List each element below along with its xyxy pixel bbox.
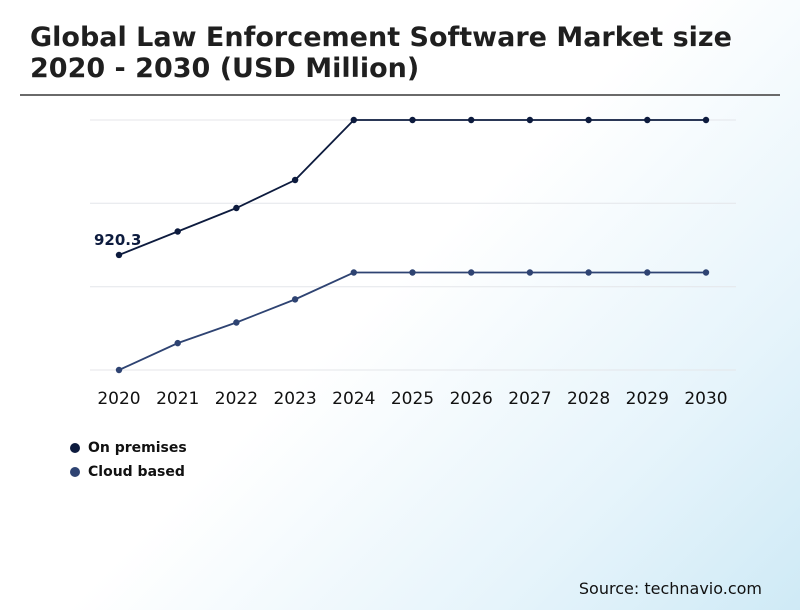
data-point-on-premises xyxy=(174,228,181,235)
legend-label-on-premises: On premises xyxy=(88,440,187,456)
chart-title: Global Law Enforcement Software Market s… xyxy=(30,22,732,84)
data-labels: 920.3 xyxy=(94,231,141,249)
data-point-cloud-based xyxy=(174,339,181,347)
data-point-cloud-based xyxy=(585,269,592,276)
data-point-on-premises xyxy=(585,116,592,124)
x-axis-ticks: 2020 2021 2022 2023 2024 2025 2026 2027 2028 2029… xyxy=(97,389,727,409)
legend-item-cloud-based: Cloud based xyxy=(70,460,187,484)
x-tick-label: 2026 xyxy=(450,389,493,409)
grid-lines xyxy=(90,119,736,371)
legend-label-cloud-based: Cloud based xyxy=(88,464,185,480)
data-point-on-premises xyxy=(468,116,475,124)
x-tick-label: 2029 xyxy=(626,389,669,409)
data-point-on-premises xyxy=(526,116,534,124)
x-tick-label: 2028 xyxy=(567,389,610,409)
data-point-cloud-based xyxy=(526,269,534,276)
title-divider xyxy=(20,94,780,96)
data-point-cloud-based xyxy=(409,269,416,276)
legend: On premises Cloud based xyxy=(70,436,187,484)
data-point-cloud-based xyxy=(702,269,710,276)
x-tick-label: 2024 xyxy=(332,389,375,409)
line-chart: 2020 2021 2022 2023 2024 2025 2026 2027 2028 2029… xyxy=(90,116,736,409)
x-tick-label: 2021 xyxy=(156,389,199,409)
data-point-cloud-based xyxy=(233,319,240,326)
source-credit: Source: technavio.com xyxy=(578,579,762,598)
data-point-cloud-based xyxy=(644,269,651,276)
data-point-on-premises xyxy=(409,116,416,124)
data-label: 920.3 xyxy=(94,231,141,249)
x-tick-label: 2027 xyxy=(508,389,551,409)
x-tick-label: 2025 xyxy=(391,389,434,409)
series-line-on-premises xyxy=(118,119,706,256)
data-point-on-premises xyxy=(291,176,299,184)
legend-item-on-premises: On premises xyxy=(70,436,187,460)
data-point-cloud-based xyxy=(468,269,475,276)
series-lines xyxy=(115,116,710,374)
data-point-on-premises xyxy=(350,116,357,124)
x-tick-label: 2022 xyxy=(215,389,258,409)
data-point-cloud-based xyxy=(291,296,299,303)
data-point-on-premises xyxy=(233,204,240,212)
x-tick-label: 2023 xyxy=(273,389,316,409)
x-tick-label: 2020 xyxy=(97,389,140,409)
legend-marker-cloud-based xyxy=(70,467,80,477)
x-tick-label: 2030 xyxy=(684,389,727,409)
data-point-on-premises xyxy=(702,116,710,124)
legend-marker-on-premises xyxy=(70,443,80,453)
data-point-on-premises xyxy=(115,251,123,259)
data-point-on-premises xyxy=(644,116,651,124)
data-point-cloud-based xyxy=(350,269,357,276)
data-point-cloud-based xyxy=(115,366,123,374)
